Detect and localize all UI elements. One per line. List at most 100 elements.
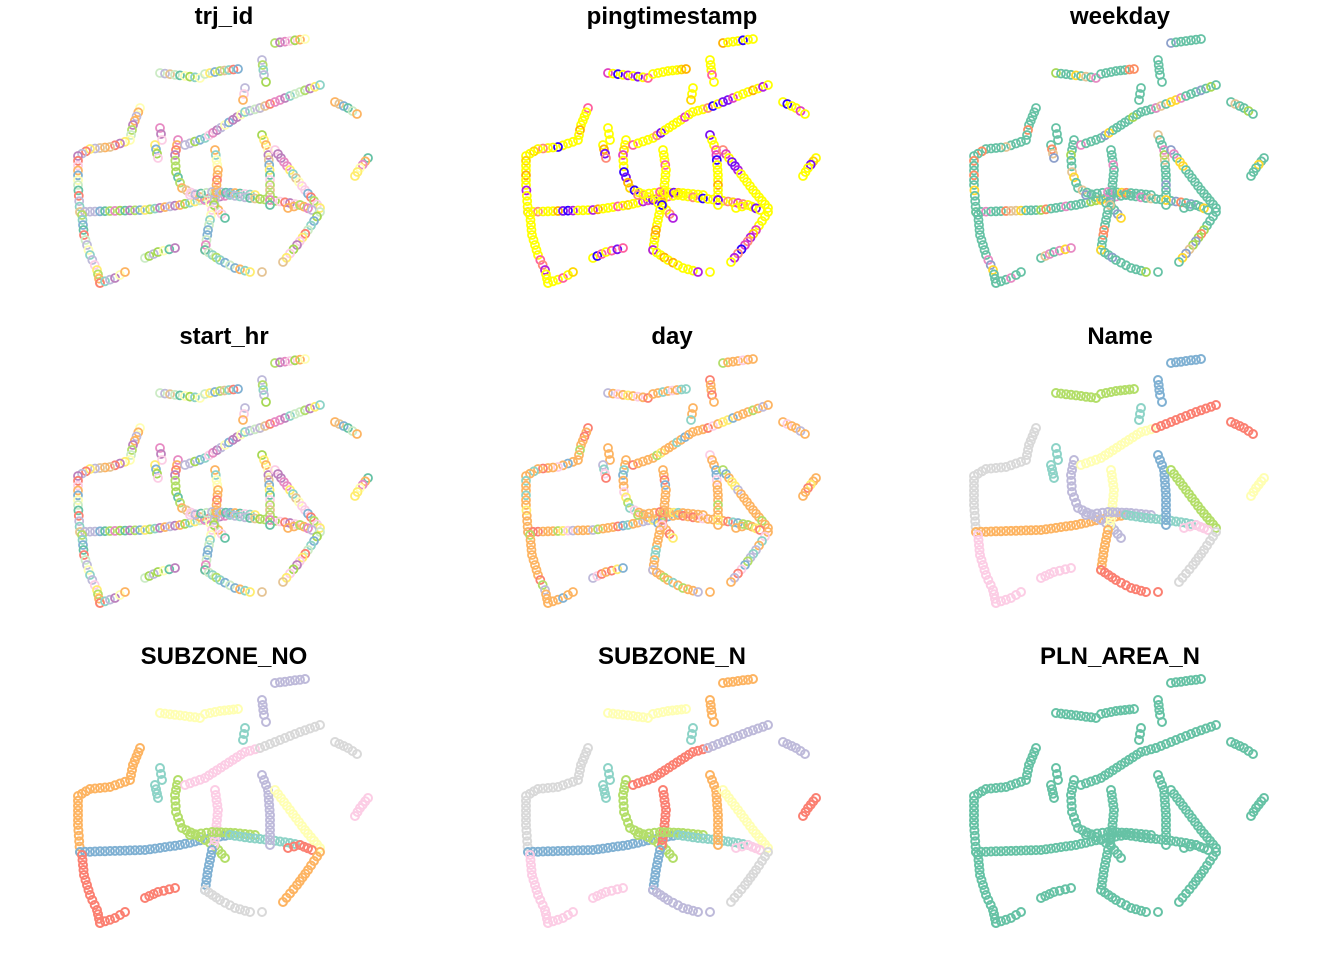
- gps-ping-point: [1048, 788, 1058, 799]
- gps-ping-point: [1136, 83, 1146, 93]
- gps-ping-point: [1206, 81, 1216, 92]
- gps-ping-point: [593, 204, 603, 215]
- gps-ping-point: [105, 526, 115, 536]
- gps-ping-point: [981, 890, 991, 900]
- gps-ping-point: [600, 148, 610, 159]
- gps-ping-point: [285, 91, 295, 101]
- gps-ping-point: [170, 709, 180, 720]
- gps-ping-point: [1071, 70, 1081, 81]
- gps-ping-point: [1248, 109, 1258, 119]
- gps-ping-point: [1096, 69, 1106, 79]
- gps-ping-point: [1196, 725, 1206, 736]
- gps-ping-point: [628, 518, 638, 529]
- gps-ping-point: [165, 709, 175, 720]
- gps-ping-point: [1001, 206, 1011, 216]
- gps-ping-point: [1179, 843, 1189, 853]
- gps-ping-point: [1161, 835, 1171, 845]
- gps-ping-point: [82, 240, 92, 250]
- gps-ping-point: [1141, 833, 1151, 843]
- gps-ping-point: [275, 516, 285, 527]
- gps-ping-point: [548, 596, 558, 607]
- gps-ping-point: [693, 745, 703, 756]
- gps-ping-point: [264, 485, 275, 495]
- gps-ping-point: [200, 69, 210, 79]
- gps-ping-point: [170, 795, 181, 806]
- gps-ping-point: [1161, 840, 1171, 850]
- gps-ping-point: [1021, 845, 1031, 856]
- gps-ping-point: [73, 791, 83, 801]
- gps-ping-point: [612, 244, 623, 255]
- gps-ping-point: [649, 187, 660, 198]
- gps-ping-point: [230, 903, 240, 913]
- gps-ping-point: [1053, 135, 1063, 145]
- gps-ping-point: [638, 712, 648, 723]
- gps-ping-point: [278, 897, 288, 907]
- gps-ping-point: [698, 744, 708, 755]
- gps-ping-point: [216, 507, 227, 518]
- gps-ping-point: [201, 235, 212, 245]
- gps-ping-point: [173, 135, 183, 145]
- gps-ping-point: [663, 575, 673, 585]
- gps-ping-point: [238, 735, 248, 745]
- gps-ping-point: [1157, 460, 1167, 470]
- gps-ping-point: [652, 860, 662, 870]
- gps-ping-point: [712, 805, 723, 815]
- gps-ping-point: [605, 455, 615, 465]
- gps-ping-point: [568, 587, 578, 597]
- gps-ping-point: [683, 584, 693, 595]
- gps-ping-point: [606, 885, 617, 896]
- gps-ping-point: [155, 522, 165, 533]
- gps-ping-point: [1105, 520, 1115, 530]
- gps-ping-point: [1066, 155, 1077, 166]
- gps-ping-point: [705, 267, 715, 277]
- gps-ping-point: [1161, 815, 1171, 825]
- gps-ping-point: [215, 575, 225, 585]
- gps-ping-point: [628, 140, 638, 150]
- gps-ping-point: [660, 175, 670, 185]
- gps-ping-point: [521, 160, 531, 171]
- gps-ping-point: [543, 783, 553, 793]
- gps-ping-point: [215, 255, 225, 265]
- gps-ping-point: [1061, 709, 1071, 720]
- gps-ping-point: [598, 140, 608, 150]
- gps-ping-point: [522, 521, 533, 532]
- gps-ping-point: [203, 545, 213, 555]
- gps-ping-point: [603, 123, 613, 133]
- gps-ping-point: [713, 195, 723, 205]
- gps-ping-point: [220, 257, 230, 268]
- gps-ping-point: [1151, 194, 1161, 204]
- gps-ping-point: [1067, 785, 1077, 795]
- gps-ping-point: [155, 123, 165, 133]
- gps-ping-point: [290, 355, 300, 366]
- gps-ping-point: [603, 388, 613, 398]
- gps-ping-point: [1071, 817, 1081, 828]
- gps-ping-point: [95, 143, 105, 153]
- gps-ping-point: [521, 830, 532, 841]
- gps-ping-point: [120, 776, 130, 787]
- gps-ping-point: [975, 550, 985, 560]
- gps-ping-point: [1156, 741, 1166, 751]
- gps-ping-point: [73, 810, 83, 821]
- gps-ping-point: [1086, 72, 1096, 83]
- gps-ping-point: [164, 564, 175, 575]
- gps-ping-point: [1248, 749, 1258, 759]
- gps-ping-point: [270, 38, 280, 48]
- gps-ping-point: [540, 905, 550, 915]
- gps-ping-point: [170, 801, 181, 812]
- gps-ping-point: [1157, 397, 1167, 407]
- gps-ping-point: [538, 143, 548, 154]
- gps-ping-point: [152, 788, 162, 799]
- gps-ping-point: [1201, 403, 1211, 414]
- gps-ping-point: [743, 34, 753, 45]
- gps-ping-point: [1171, 37, 1181, 48]
- gps-ping-point: [73, 825, 84, 836]
- gps-ping-point: [598, 203, 608, 214]
- gps-ping-point: [210, 145, 220, 155]
- gps-ping-point: [1159, 145, 1169, 155]
- gps-ping-point: [1102, 850, 1112, 860]
- gps-ping-point: [211, 827, 222, 838]
- gps-ping-point: [1106, 387, 1116, 397]
- gps-ping-point: [1151, 103, 1161, 113]
- gps-ping-point: [658, 790, 669, 800]
- gps-ping-point: [619, 167, 629, 177]
